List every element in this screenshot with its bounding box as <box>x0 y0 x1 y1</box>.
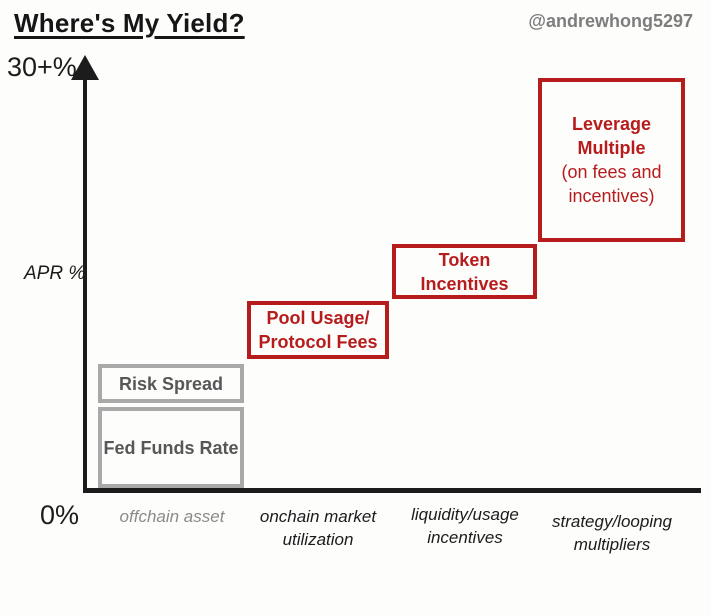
box-leverage-multiple: Leverage Multiple (on fees and incentive… <box>538 78 685 242</box>
box-fed-funds-rate-label: Fed Funds Rate <box>103 437 239 458</box>
box-pool-usage-line1: Pool Usage/ <box>266 308 370 328</box>
x-label-strategy-looping-multipliers: strategy/looping multipliers <box>534 510 690 556</box>
x-axis-line <box>83 488 701 493</box>
box-leverage-line3: (on fees and <box>561 162 662 182</box>
x-label-onchain-market-line2: utilization <box>282 530 354 549</box>
box-fed-funds-rate: Fed Funds Rate <box>98 407 244 488</box>
y-axis-line <box>83 74 87 493</box>
box-leverage-line1: Leverage <box>571 114 652 134</box>
x-label-onchain-market-line1: onchain market <box>259 507 377 526</box>
x-label-strategy-looping-line2: multipliers <box>573 535 651 554</box>
x-label-offchain-asset: offchain asset <box>99 505 245 528</box>
box-leverage-line2: Multiple <box>577 138 646 158</box>
box-leverage-line4: incentives) <box>568 186 655 206</box>
x-label-strategy-looping-line1: strategy/looping <box>551 512 673 531</box>
box-token-incentives: Token Incentives <box>392 244 537 299</box>
page-title: Where's My Yield? <box>14 8 245 38</box>
author-handle: @andrewhong5297 <box>528 11 693 31</box>
box-pool-usage-protocol-fees: Pool Usage/ Protocol Fees <box>247 301 389 359</box>
box-risk-spread-label: Risk Spread <box>118 373 224 394</box>
x-label-liquidity-usage-incentives: liquidity/usage incentives <box>390 503 540 549</box>
y-axis-max-label: 30+% <box>7 52 77 82</box>
x-label-offchain-asset-line1: offchain asset <box>119 507 225 526</box>
box-risk-spread: Risk Spread <box>98 364 244 403</box>
x-label-onchain-market-utilization: onchain market utilization <box>240 505 396 551</box>
box-pool-usage-line2: Protocol Fees <box>258 332 378 352</box>
y-axis-origin-label: 0% <box>40 500 80 530</box>
y-axis-title: APR % <box>24 263 86 284</box>
x-label-liquidity-usage-line1: liquidity/usage <box>411 505 519 524</box>
box-token-incentives-line2: Incentives <box>420 273 509 294</box>
x-label-liquidity-usage-line2: incentives <box>427 528 503 547</box>
box-token-incentives-line1: Token <box>438 249 491 270</box>
